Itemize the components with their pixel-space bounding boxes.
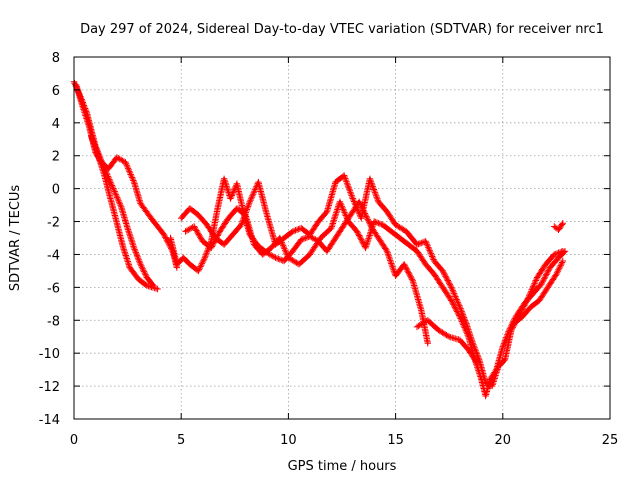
plus-markers xyxy=(551,220,566,233)
y-tick-label: -8 xyxy=(47,314,60,329)
x-tick-label: 25 xyxy=(602,433,619,448)
plus-markers xyxy=(167,175,431,347)
series-trace-4 xyxy=(167,175,431,347)
y-tick-label: -14 xyxy=(39,413,60,428)
y-tick-label: -10 xyxy=(39,347,60,362)
series-trace-6 xyxy=(178,172,566,390)
plus-markers xyxy=(72,81,157,289)
x-tick-label: 20 xyxy=(495,433,512,448)
data-points-layer xyxy=(70,78,569,400)
x-tick-label: 5 xyxy=(177,433,185,448)
x-axis-label: GPS time / hours xyxy=(288,459,397,474)
y-tick-label: -12 xyxy=(39,380,60,395)
y-axis-label: SDTVAR / TECUs xyxy=(8,185,23,292)
x-tick-label: 15 xyxy=(387,433,404,448)
plus-markers xyxy=(178,172,566,390)
series-trace-7 xyxy=(413,317,481,367)
plus-markers xyxy=(413,317,481,367)
ticks-layer: 0 5 10 15 20 25 -14 -12 -10 -8 -6 -4 -2 0 2 4 6 8 xyxy=(39,51,619,448)
y-tick-label: -6 xyxy=(47,281,60,296)
plus-markers xyxy=(70,78,181,271)
y-tick-label: 8 xyxy=(52,51,60,66)
y-tick-label: -2 xyxy=(47,216,60,231)
grid-layer xyxy=(74,57,610,419)
plus-markers xyxy=(88,132,161,293)
series-trace-9 xyxy=(510,257,566,327)
x-tick-label: 10 xyxy=(280,433,297,448)
chart-title: Day 297 of 2024, Sidereal Day-to-day VTE… xyxy=(80,22,604,37)
y-tick-label: -4 xyxy=(47,248,60,263)
plus-markers xyxy=(510,257,566,327)
series-trace-1 xyxy=(70,78,181,271)
x-tick-label: 0 xyxy=(70,433,78,448)
series-trace-8 xyxy=(551,220,566,233)
y-tick-label: 2 xyxy=(52,150,60,165)
series-trace-2 xyxy=(72,81,157,289)
y-tick-label: 4 xyxy=(52,117,60,132)
series-trace-3 xyxy=(88,132,161,293)
plot-frame xyxy=(73,56,611,420)
y-tick-label: 6 xyxy=(52,84,60,99)
y-tick-label: 0 xyxy=(52,183,60,198)
